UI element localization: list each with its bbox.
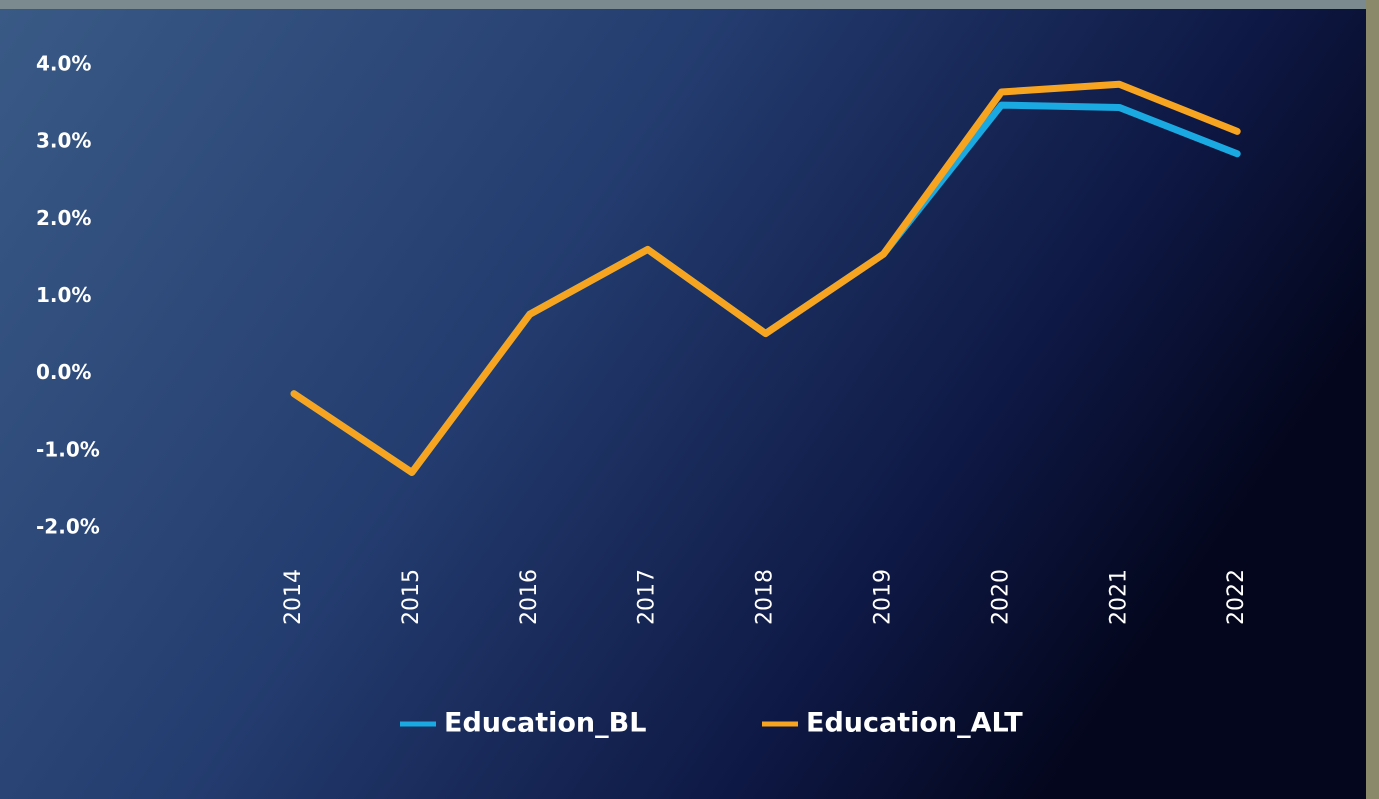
y-tick-label: -1.0% (36, 437, 100, 461)
y-tick-label: 1.0% (36, 283, 91, 307)
y-tick-label: -2.0% (36, 515, 100, 539)
y-tick-label: 2.0% (36, 206, 91, 230)
x-tick-label: 2015 (399, 569, 424, 625)
right-strip (1366, 0, 1379, 799)
x-tick-label: 2014 (281, 569, 306, 625)
y-tick-label: 4.0% (36, 52, 91, 76)
x-tick-label: 2017 (635, 569, 660, 625)
x-tick-label: 2022 (1224, 569, 1249, 625)
top-strip (0, 0, 1379, 9)
legend-label: Education_BL (444, 708, 646, 739)
x-tick-label: 2020 (988, 569, 1013, 625)
y-tick-label: 0.0% (36, 360, 91, 384)
x-tick-label: 2019 (871, 569, 896, 625)
x-tick-label: 2016 (517, 569, 542, 625)
x-tick-label: 2021 (1106, 569, 1131, 625)
y-tick-label: 3.0% (36, 129, 91, 153)
x-tick-label: 2018 (753, 569, 778, 625)
series-line (290, 80, 1241, 476)
legend-label: Education_ALT (806, 708, 1023, 739)
